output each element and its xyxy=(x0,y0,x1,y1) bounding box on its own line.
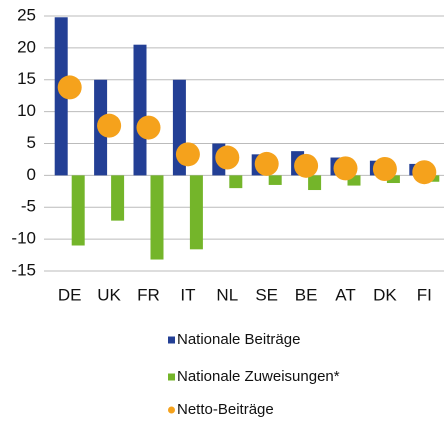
bar xyxy=(111,175,125,221)
dot xyxy=(97,113,122,138)
dot xyxy=(412,160,437,185)
dot xyxy=(175,142,200,167)
y-tick-label: -10 xyxy=(11,229,36,248)
bar xyxy=(347,175,361,186)
x-tick-label: FR xyxy=(137,285,160,304)
y-tick-label: -15 xyxy=(11,260,36,279)
y-tick-label: -5 xyxy=(21,197,36,216)
bar xyxy=(54,17,68,176)
dot xyxy=(57,75,82,100)
bar xyxy=(189,175,203,250)
legend-marker xyxy=(168,373,175,381)
dot xyxy=(254,151,279,176)
x-tick-label: NL xyxy=(216,285,238,304)
y-tick-label: 5 xyxy=(27,133,36,152)
bar xyxy=(71,175,85,246)
dot xyxy=(215,145,240,170)
y-tick-label: 0 xyxy=(27,165,36,184)
bar xyxy=(150,175,164,260)
legend-label: Nationale Beiträge xyxy=(177,331,300,348)
x-tick-label: SE xyxy=(255,285,278,304)
dot xyxy=(294,153,319,178)
x-tick-label: AT xyxy=(335,285,355,304)
y-tick-label: 20 xyxy=(17,37,36,56)
x-tick-label: BE xyxy=(295,285,318,304)
legend-label: Netto-Beiträge xyxy=(177,401,274,418)
bar xyxy=(133,44,147,176)
legend-marker xyxy=(168,336,175,344)
y-tick-label: 15 xyxy=(17,69,36,88)
y-tick-label: 25 xyxy=(17,5,36,24)
x-tick-label: UK xyxy=(97,285,121,304)
dot xyxy=(333,156,358,181)
x-tick-label: DK xyxy=(373,285,397,304)
legend-label: Nationale Zuweisungen* xyxy=(177,368,340,385)
y-tick-label: 10 xyxy=(17,101,36,120)
legend-marker xyxy=(168,406,175,414)
bar xyxy=(386,175,400,184)
dot xyxy=(372,157,397,181)
x-tick-label: FI xyxy=(417,285,432,304)
bar xyxy=(308,175,322,191)
bar xyxy=(229,175,243,189)
x-tick-label: IT xyxy=(180,285,195,304)
x-tick-label: DE xyxy=(58,285,82,304)
dot xyxy=(136,115,161,140)
bar xyxy=(268,175,282,185)
